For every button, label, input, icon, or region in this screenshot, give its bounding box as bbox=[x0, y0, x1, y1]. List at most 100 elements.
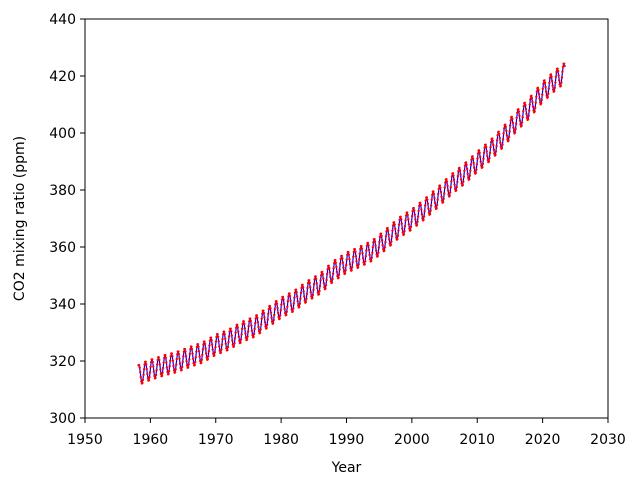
data-point bbox=[213, 351, 217, 354]
data-point bbox=[197, 350, 201, 353]
data-point bbox=[547, 92, 550, 95]
data-point bbox=[283, 311, 287, 315]
data-point bbox=[262, 309, 265, 312]
data-point bbox=[410, 220, 413, 224]
data-point bbox=[514, 127, 517, 131]
data-point bbox=[219, 351, 223, 354]
data-point bbox=[289, 299, 292, 302]
data-point bbox=[242, 320, 245, 323]
data-point bbox=[265, 326, 268, 330]
data-point bbox=[290, 308, 293, 311]
data-point bbox=[364, 259, 367, 263]
data-point bbox=[175, 357, 178, 361]
data-point bbox=[175, 363, 178, 366]
y-tick-label: 420 bbox=[49, 69, 76, 85]
data-point bbox=[422, 215, 426, 218]
data-point bbox=[194, 360, 197, 364]
data-point bbox=[367, 244, 370, 247]
data-point bbox=[191, 357, 195, 360]
data-point bbox=[501, 143, 504, 146]
data-point bbox=[273, 313, 276, 317]
data-point bbox=[307, 279, 311, 282]
data-point bbox=[361, 257, 365, 260]
data-point bbox=[177, 350, 180, 353]
data-point bbox=[437, 192, 440, 196]
data-point bbox=[216, 333, 219, 336]
data-point bbox=[196, 343, 200, 346]
data-point bbox=[547, 87, 551, 90]
data-point bbox=[412, 206, 415, 210]
data-point bbox=[407, 218, 410, 221]
data-point bbox=[430, 198, 433, 201]
data-point bbox=[512, 126, 515, 129]
data-point bbox=[550, 79, 554, 83]
data-point bbox=[560, 81, 563, 84]
y-axis-ticks: 300 320 340 360 380 400 420 440 bbox=[49, 12, 85, 427]
data-point bbox=[315, 277, 318, 281]
data-point bbox=[188, 358, 191, 361]
data-point bbox=[327, 264, 330, 267]
data-point bbox=[435, 207, 438, 210]
data-point bbox=[353, 248, 357, 251]
data-point bbox=[462, 180, 465, 183]
data-point bbox=[164, 354, 167, 357]
data-point bbox=[498, 136, 501, 140]
data-point bbox=[344, 269, 347, 272]
data-point bbox=[286, 299, 290, 303]
data-point bbox=[170, 352, 174, 355]
data-point bbox=[446, 184, 449, 187]
data-point bbox=[377, 246, 381, 249]
data-point bbox=[317, 292, 321, 296]
data-point bbox=[227, 340, 230, 344]
data-point bbox=[158, 358, 161, 362]
data-point bbox=[403, 230, 406, 233]
data-point bbox=[324, 287, 327, 290]
data-point bbox=[527, 114, 530, 118]
data-point bbox=[231, 339, 234, 342]
data-point bbox=[543, 79, 546, 82]
data-point bbox=[354, 255, 358, 258]
data-point bbox=[358, 252, 361, 256]
data-point bbox=[540, 98, 543, 102]
data-point bbox=[525, 112, 528, 116]
data-point bbox=[157, 356, 160, 359]
data-point bbox=[535, 90, 539, 93]
data-point bbox=[332, 266, 335, 270]
data-point bbox=[384, 235, 388, 238]
data-point bbox=[508, 130, 511, 133]
data-point bbox=[210, 343, 214, 346]
data-point bbox=[223, 333, 226, 336]
data-point bbox=[456, 174, 460, 178]
x-tick-label: 1990 bbox=[329, 432, 365, 448]
data-point bbox=[276, 311, 280, 315]
data-point bbox=[416, 215, 420, 218]
data-point bbox=[139, 370, 142, 374]
data-point bbox=[492, 148, 496, 151]
data-point bbox=[371, 251, 374, 255]
data-point bbox=[184, 354, 188, 358]
x-axis-ticks: 1950 1960 1970 1980 1990 2000 2010 2020 2030 bbox=[67, 418, 626, 448]
data-point bbox=[185, 359, 188, 363]
data-point bbox=[508, 124, 512, 127]
data-point bbox=[278, 317, 281, 320]
data-point bbox=[144, 360, 147, 364]
data-point bbox=[161, 366, 165, 370]
data-point bbox=[309, 290, 312, 294]
data-point bbox=[459, 173, 462, 176]
data-point bbox=[335, 265, 338, 269]
data-point bbox=[439, 190, 443, 194]
data-point bbox=[154, 373, 158, 377]
data-point bbox=[409, 228, 412, 232]
data-point bbox=[282, 298, 285, 301]
data-point bbox=[441, 200, 445, 204]
data-point bbox=[269, 311, 273, 314]
data-point bbox=[220, 348, 223, 351]
data-point bbox=[141, 381, 144, 385]
data-point bbox=[374, 244, 377, 247]
data-point bbox=[494, 150, 498, 153]
data-point bbox=[282, 302, 286, 306]
data-point bbox=[230, 330, 233, 333]
data-point bbox=[443, 186, 446, 189]
data-point bbox=[495, 139, 499, 142]
data-point bbox=[536, 86, 540, 90]
